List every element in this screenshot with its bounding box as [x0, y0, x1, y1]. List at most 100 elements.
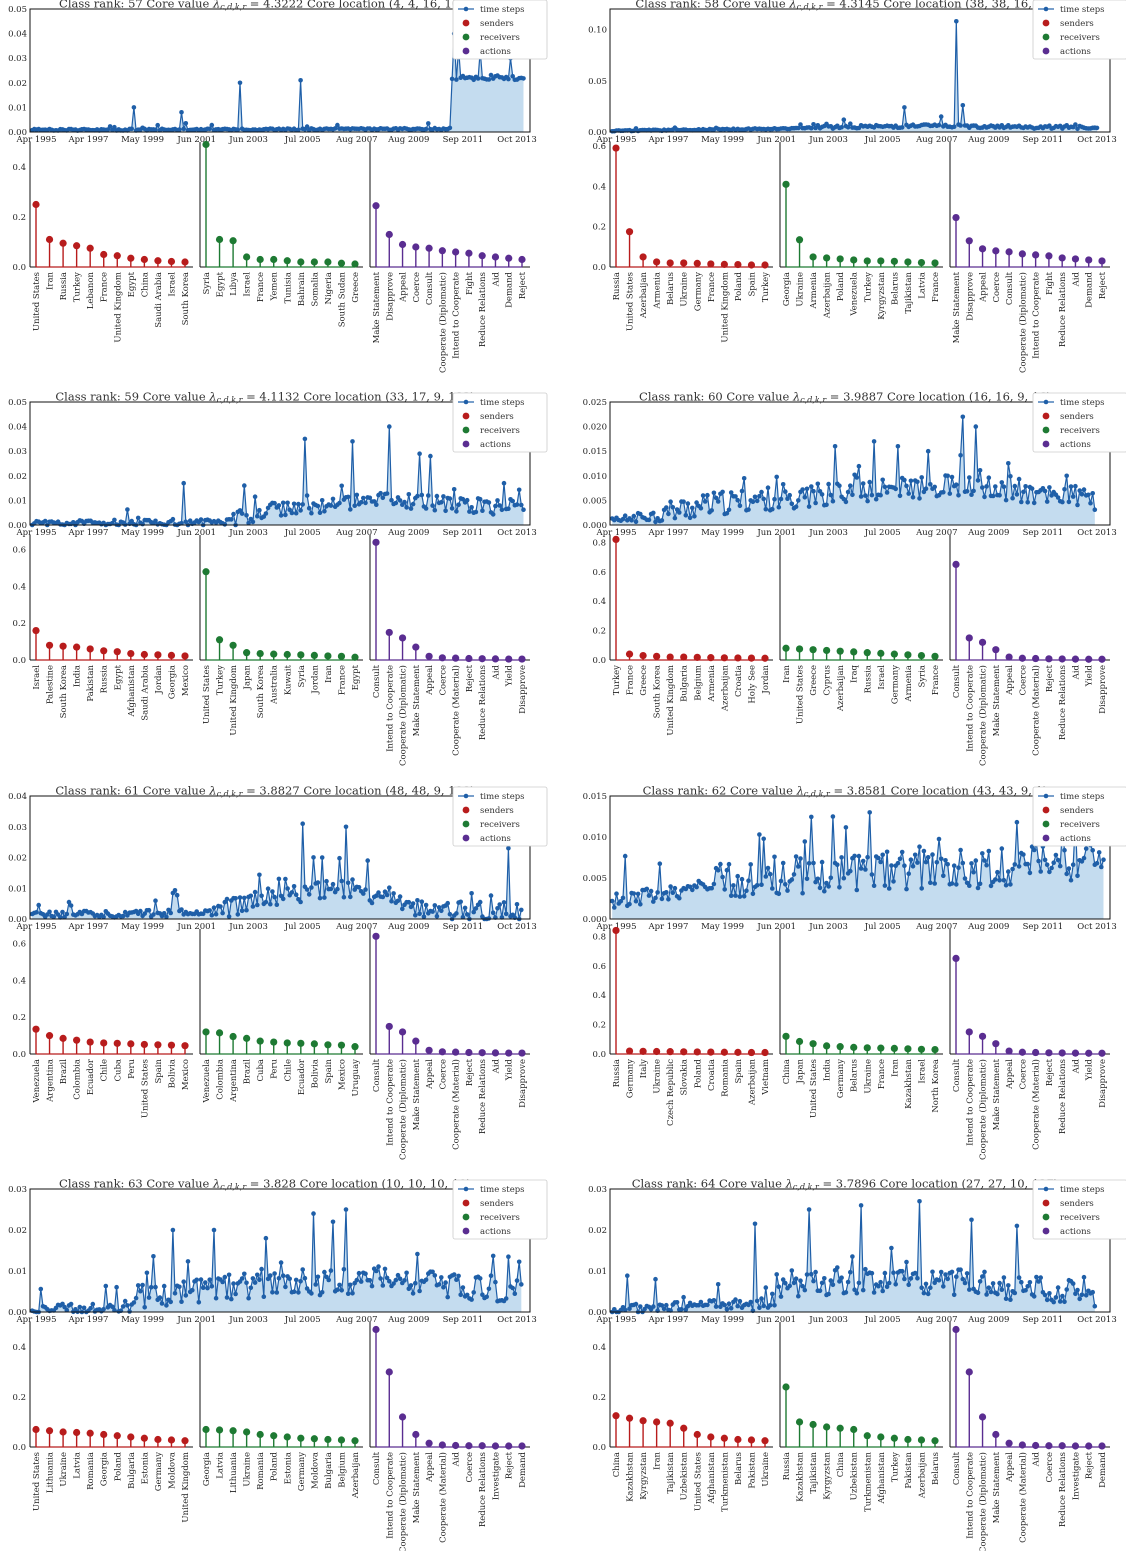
- category-label: France: [626, 665, 636, 695]
- time-point: [945, 1276, 950, 1282]
- category-label: South Korea: [256, 665, 266, 718]
- time-point: [951, 124, 957, 129]
- legend-box: [1032, 0, 1126, 60]
- time-point: [1012, 483, 1018, 489]
- stem-marker: [1032, 654, 1040, 663]
- time-point: [726, 861, 732, 867]
- time-point: [387, 885, 392, 890]
- time-point: [382, 1266, 388, 1272]
- category-label: Georgia: [782, 272, 792, 306]
- category-label: Consult: [952, 664, 962, 698]
- stem-marker: [167, 651, 176, 660]
- category-label: Tajikistan: [904, 271, 914, 313]
- category-label: Belgium: [693, 665, 703, 701]
- time-point: [1062, 847, 1067, 853]
- time-point: [302, 1275, 308, 1281]
- time-point: [878, 492, 883, 498]
- time-point: [696, 1302, 701, 1308]
- time-point: [975, 478, 981, 483]
- time-point: [506, 846, 511, 851]
- category-label: Disapprove: [1098, 665, 1108, 714]
- stem-marker: [270, 650, 278, 658]
- time-point: [1047, 485, 1052, 490]
- time-point: [850, 1254, 855, 1259]
- time-point: [635, 891, 641, 897]
- stem-marker: [425, 1439, 433, 1447]
- time-point: [956, 865, 961, 870]
- time-point: [226, 914, 232, 919]
- time-point: [809, 1271, 814, 1277]
- category-label: Azerbaijan: [639, 271, 649, 319]
- stem-marker: [256, 255, 264, 264]
- time-point: [609, 898, 615, 904]
- x-tick-label: Apr 1997: [647, 135, 688, 145]
- time-point: [666, 511, 671, 517]
- time-point: [1062, 1299, 1067, 1305]
- x-tick-label: Sep 2011: [443, 135, 484, 145]
- legend-swatch: [462, 412, 470, 420]
- time-point: [848, 121, 853, 126]
- stem-marker: [1032, 1048, 1040, 1057]
- time-point: [380, 894, 386, 900]
- time-point: [811, 860, 816, 866]
- category-label: Greece: [351, 272, 361, 303]
- time-point: [1038, 1275, 1043, 1280]
- time-point: [229, 517, 234, 522]
- x-tick-label: Aug 2007: [915, 528, 957, 538]
- legend-label: time steps: [480, 5, 525, 15]
- time-point: [664, 505, 669, 510]
- x-tick-label: Oct 2013: [1077, 135, 1116, 145]
- category-label: Iraq: [850, 664, 860, 682]
- category-label: Russia: [59, 272, 69, 300]
- stem-marker: [877, 1433, 885, 1441]
- time-point: [1029, 486, 1035, 491]
- stem-marker: [229, 1427, 237, 1435]
- time-point: [506, 506, 511, 512]
- time-point: [222, 522, 228, 527]
- stem-marker: [653, 1418, 661, 1426]
- category-label: Turkey: [863, 272, 873, 302]
- x-tick-label: Sep 2011: [1023, 528, 1064, 538]
- time-point: [242, 1271, 247, 1277]
- time-point: [863, 493, 868, 498]
- stem-marker: [127, 1433, 135, 1441]
- time-point: [917, 1199, 922, 1204]
- time-point: [458, 899, 464, 905]
- stem-marker: [931, 652, 939, 660]
- time-point: [850, 492, 855, 498]
- stem-marker: [372, 932, 380, 940]
- time-point: [293, 1277, 299, 1283]
- y-tick-label: 0.04: [8, 792, 27, 802]
- time-point: [835, 1265, 840, 1270]
- stem-marker: [639, 253, 647, 261]
- time-point: [309, 1291, 314, 1296]
- time-point: [752, 1221, 758, 1227]
- time-point: [960, 103, 966, 108]
- time-point: [776, 504, 782, 510]
- legend-swatch: [462, 47, 470, 55]
- time-point: [958, 1267, 963, 1272]
- time-point: [618, 899, 624, 904]
- time-point: [361, 495, 366, 501]
- stem-marker: [337, 1436, 346, 1444]
- time-point: [239, 908, 245, 914]
- time-point: [233, 896, 238, 901]
- x-tick-label: Apr 1997: [647, 528, 688, 538]
- time-point: [893, 1282, 898, 1287]
- stem-marker: [154, 1435, 162, 1444]
- category-label: Kyrgyzstan: [877, 271, 887, 319]
- stem-marker: [653, 258, 661, 266]
- stem-marker: [505, 1049, 513, 1057]
- time-point: [977, 468, 983, 473]
- x-tick-label: Oct 2013: [497, 1315, 536, 1325]
- time-point: [770, 1291, 775, 1297]
- time-point: [614, 891, 619, 896]
- time-point: [941, 489, 946, 495]
- stem-marker: [412, 1037, 420, 1045]
- time-point: [291, 884, 297, 889]
- stem-marker: [59, 1034, 67, 1042]
- stem-marker: [680, 653, 688, 661]
